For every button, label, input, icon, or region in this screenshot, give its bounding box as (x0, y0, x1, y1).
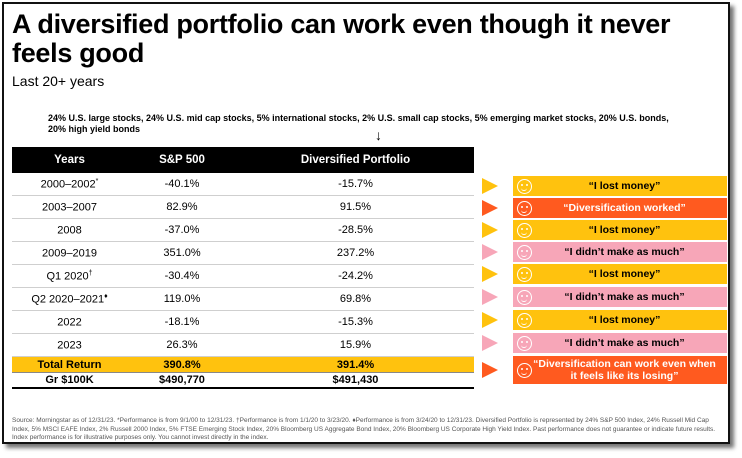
growth-label: Gr $100K (12, 372, 127, 389)
sad-face-icon (517, 222, 532, 238)
sentiment-quote: “I lost money” (513, 176, 727, 196)
years-text: 2009–2019 (41, 247, 98, 260)
happy-face-icon (517, 362, 532, 378)
years-text: 2000–2002 (40, 178, 96, 191)
years-text: 2008 (57, 224, 82, 237)
sentiment-quote: “Diversification worked” (513, 198, 727, 218)
returns-table: Years S&P 500 Diversified Portfolio 2000… (12, 147, 474, 389)
sp500-cell: 82.9% (127, 195, 237, 219)
table-row: 2003–2007 82.9% 91.5% (12, 195, 474, 219)
quote-text: “I lost money” (588, 224, 661, 236)
years-cell: Q2 2020–2021♦ (12, 287, 127, 311)
quote-text: “I lost money” (588, 180, 661, 192)
header-diversified: Diversified Portfolio (237, 147, 474, 173)
pointer-triangle-icon (482, 200, 498, 216)
pointer-triangle-icon (482, 178, 498, 194)
sad-face-icon (517, 335, 532, 351)
total-diversified: 391.4% (237, 356, 474, 373)
allocation-note: 24% U.S. large stocks, 24% U.S. mid cap … (48, 113, 669, 134)
table-row: 2000–2002* -40.1% -15.7% (12, 173, 474, 196)
sad-face-icon (517, 266, 532, 282)
sentiment-quote: “I lost money” (513, 220, 727, 240)
table-row: Q1 2020† -30.4% -24.2% (12, 264, 474, 288)
pointer-triangle-icon (482, 266, 498, 282)
years-cell: 2023 (12, 333, 127, 357)
sad-face-icon (517, 178, 532, 194)
years-cell: 2008 (12, 218, 127, 242)
years-text: 2023 (57, 339, 82, 352)
sentiment-quote: “Diversification can work even when it f… (513, 356, 727, 384)
pointer-triangle-icon (482, 362, 498, 378)
sp500-cell: -18.1% (127, 310, 237, 334)
growth-sp500: $490,770 (127, 372, 237, 389)
quote-text: “I didn’t make as much” (564, 246, 685, 258)
years-cell: 2009–2019 (12, 241, 127, 265)
table-row: 2023 26.3% 15.9% (12, 333, 474, 357)
years-cell: 2000–2002* (12, 173, 127, 196)
sentiment-quote: “I didn’t make as much” (513, 333, 727, 353)
diversified-cell: 15.9% (237, 333, 474, 357)
happy-face-icon (517, 200, 532, 216)
total-sp500: 390.8% (127, 356, 237, 373)
sp500-cell: 26.3% (127, 333, 237, 357)
quote-text: “I lost money” (588, 268, 661, 280)
table-row: 2008 -37.0% -28.5% (12, 218, 474, 242)
sentiment-quote: “I didn’t make as much” (513, 287, 727, 307)
sentiment-quote: “I didn’t make as much” (513, 242, 727, 262)
pointer-triangle-icon (482, 335, 498, 351)
years-text: 2003–2007 (41, 201, 98, 214)
footnote-mark: ♦ (104, 292, 108, 300)
total-return-row: Total Return 390.8% 391.4% (12, 356, 474, 373)
years-text: 2022 (57, 316, 82, 329)
growth-row: Gr $100K $490,770 $491,430 (12, 372, 474, 389)
quote-text: “Diversification worked” (563, 202, 686, 214)
subtitle: Last 20+ years (12, 73, 105, 89)
years-cell: Q1 2020† (12, 264, 127, 288)
footnote-mark: † (88, 269, 93, 277)
years-cell: 2022 (12, 310, 127, 334)
years-cell: 2003–2007 (12, 195, 127, 219)
growth-diversified: $491,430 (237, 372, 474, 389)
sad-face-icon (517, 244, 532, 260)
table-row: 2009–2019 351.0% 237.2% (12, 241, 474, 265)
sp500-cell: -37.0% (127, 218, 237, 242)
sentiment-quote: “I lost money” (513, 264, 727, 284)
sad-face-icon (517, 289, 532, 305)
table-header-row: Years S&P 500 Diversified Portfolio (12, 147, 474, 173)
total-label: Total Return (12, 356, 127, 373)
pointer-triangle-icon (482, 244, 498, 260)
sp500-cell: 119.0% (127, 287, 237, 311)
diversified-cell: -24.2% (237, 264, 474, 288)
table-row: Q2 2020–2021♦ 119.0% 69.8% (12, 287, 474, 311)
diversified-cell: -28.5% (237, 218, 474, 242)
sentiment-quote: “I lost money” (513, 310, 727, 330)
footnote-mark: * (95, 177, 99, 185)
diversified-cell: -15.3% (237, 310, 474, 334)
quote-text: “I didn’t make as much” (564, 291, 685, 303)
header-sp500: S&P 500 (127, 147, 237, 173)
table-row: 2022 -18.1% -15.3% (12, 310, 474, 334)
footer-disclaimer: Source: Morningstar as of 12/31/23. *Per… (12, 417, 716, 441)
quote-text: “I didn’t make as much” (564, 337, 685, 349)
quote-text: “I lost money” (588, 314, 661, 326)
years-text: Q2 2020–2021 (31, 293, 105, 306)
diversified-cell: 91.5% (237, 195, 474, 219)
page-title: A diversified portfolio can work even th… (12, 9, 671, 68)
pointer-triangle-icon (482, 289, 498, 305)
slide-frame: A diversified portfolio can work even th… (2, 2, 730, 444)
sp500-cell: -40.1% (127, 173, 237, 196)
quote-text: “Diversification can work even when it f… (533, 358, 716, 382)
sp500-cell: -30.4% (127, 264, 237, 288)
sad-face-icon (517, 312, 532, 328)
pointer-triangle-icon (482, 222, 498, 238)
pointer-triangle-icon (482, 312, 498, 328)
years-text: Q1 2020 (46, 270, 89, 283)
header-years: Years (12, 147, 127, 173)
sp500-cell: 351.0% (127, 241, 237, 265)
down-arrow-icon: ↓ (375, 127, 382, 143)
diversified-cell: -15.7% (237, 173, 474, 196)
diversified-cell: 69.8% (237, 287, 474, 311)
diversified-cell: 237.2% (237, 241, 474, 265)
